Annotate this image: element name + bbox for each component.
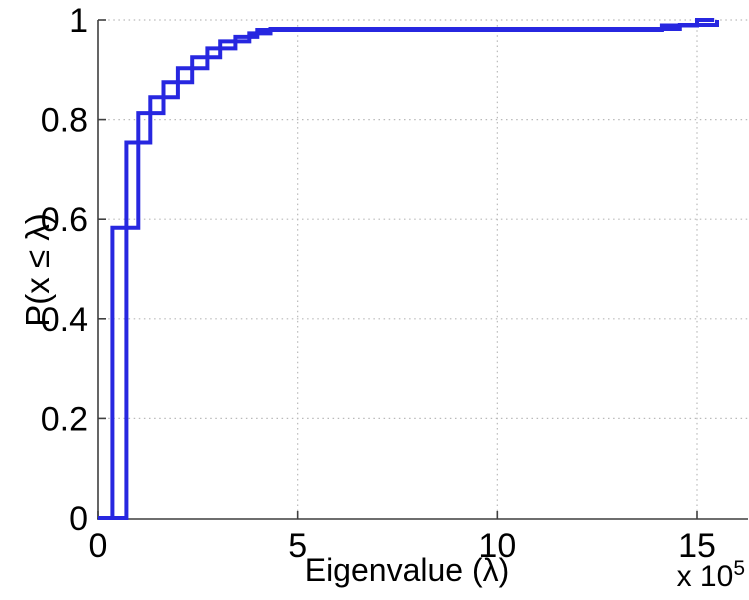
y-tick-label: 0.6 xyxy=(41,201,88,239)
y-tick-label: 1 xyxy=(69,2,88,40)
gridlines-group xyxy=(98,19,748,518)
x-axis-multiplier: x 105 xyxy=(676,558,745,593)
tick-marks-group xyxy=(97,19,698,519)
x-axis-label: Eigenvalue (λ) xyxy=(304,552,510,588)
axes-group xyxy=(97,20,748,520)
y-tick-label: 0.2 xyxy=(41,400,88,438)
y-tick-label: 0.8 xyxy=(41,102,88,140)
x-tick-label: 10 xyxy=(478,527,516,565)
x-tick-label: 15 xyxy=(678,527,716,565)
multiplier-base: x 10 xyxy=(676,560,734,593)
x-tick-labels-group: 0 5 10 15 xyxy=(89,527,716,565)
ecdf-series-group xyxy=(98,18,719,520)
x-tick-label: 0 xyxy=(89,527,108,565)
y-tick-label: 0.4 xyxy=(41,301,88,339)
ecdf-curve-2 xyxy=(98,20,719,520)
y-tick-labels-group: 0 0.2 0.4 0.6 0.8 1 xyxy=(41,2,88,538)
x-tick-label: 5 xyxy=(288,527,307,565)
y-tick-label: 0 xyxy=(69,500,88,538)
y-axis-label: P(x ≤ λ) xyxy=(19,213,56,327)
multiplier-exponent: 5 xyxy=(733,557,745,580)
ecdf-curve-1 xyxy=(98,18,715,520)
